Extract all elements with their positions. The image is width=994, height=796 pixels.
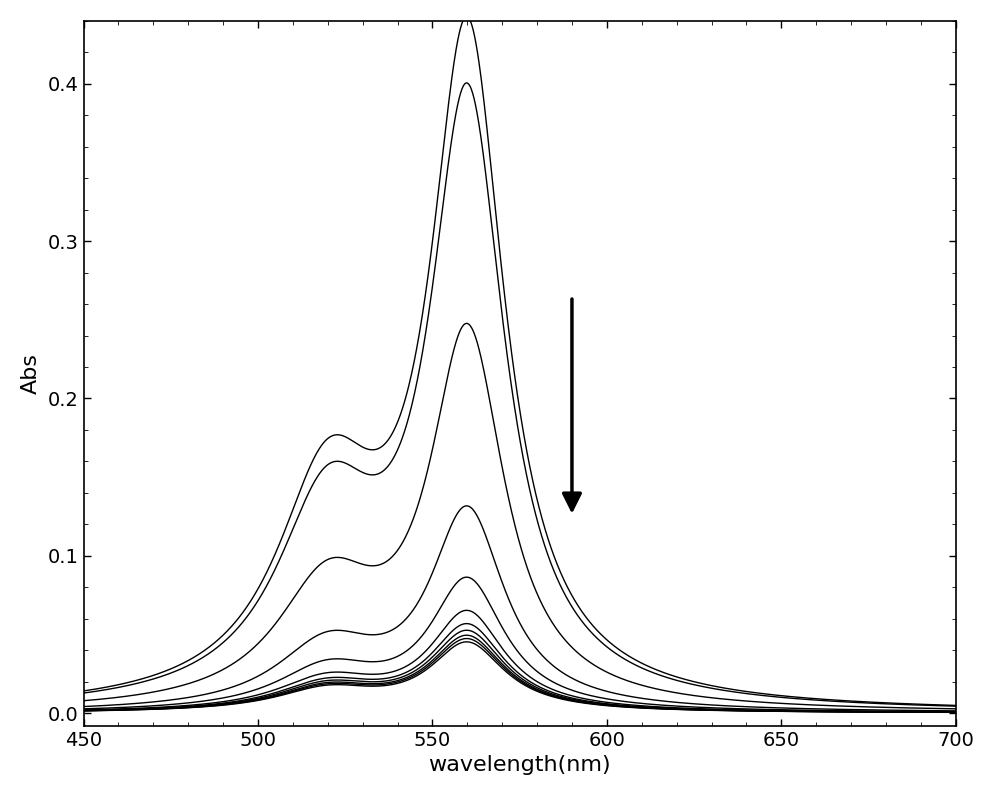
X-axis label: wavelength(nm): wavelength(nm) xyxy=(427,755,610,775)
Y-axis label: Abs: Abs xyxy=(21,353,41,394)
